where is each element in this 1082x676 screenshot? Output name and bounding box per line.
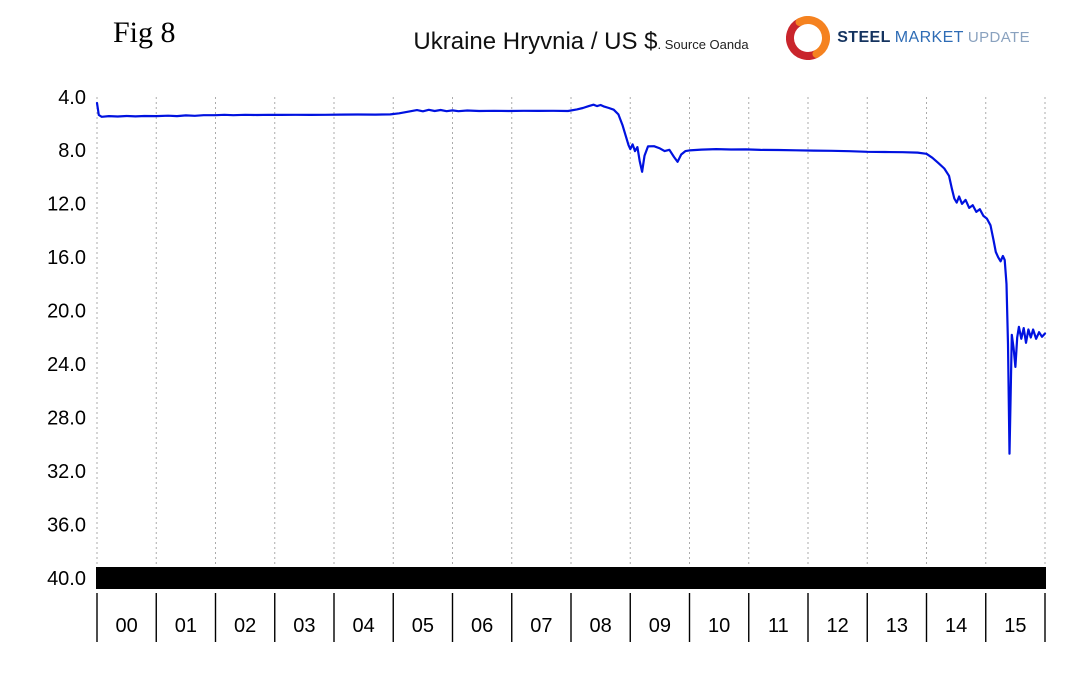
- exchange-rate-series-line: [95, 101, 1047, 455]
- x-axis-year-label: 07: [530, 615, 552, 637]
- x-axis-year-label: 12: [827, 615, 849, 637]
- brand-logo-text: STEEL MARKET UPDATE: [837, 29, 1030, 47]
- x-axis-baseline-bar: [96, 567, 1046, 589]
- logo-word-update: UPDATE: [967, 29, 1030, 46]
- sun-swoosh-icon: [786, 16, 831, 60]
- x-axis-year-label: 06: [471, 615, 493, 637]
- x-axis-year-label: 10: [708, 615, 730, 637]
- y-axis-tick-label: 16.0: [47, 247, 86, 269]
- y-axis-tick-label: 24.0: [47, 354, 86, 376]
- y-axis-tick-label: 32.0: [47, 461, 86, 483]
- logo-word-market: MARKET: [894, 29, 964, 46]
- x-axis-year-label: 04: [353, 615, 375, 637]
- chart-title-block: Ukraine Hryvnia / US $. Source Oanda: [413, 28, 748, 56]
- x-axis-year-label: 11: [768, 615, 789, 637]
- y-axis-tick-label: 4.0: [58, 87, 86, 109]
- x-axis-year-label: 15: [1004, 615, 1026, 637]
- y-axis-tick-label: 8.0: [58, 140, 86, 162]
- chart-title: Ukraine Hryvnia / US $: [413, 28, 658, 55]
- logo-word-steel: STEEL: [837, 29, 891, 46]
- x-axis-year-label: 14: [945, 615, 967, 637]
- brand-logo: STEEL MARKET UPDATE: [786, 16, 1030, 60]
- chart-source-note: . Source Oanda: [657, 37, 749, 52]
- x-axis-year-label: 09: [649, 615, 671, 637]
- y-axis-tick-label: 20.0: [47, 301, 86, 323]
- y-axis-tick-label: 36.0: [47, 514, 86, 536]
- x-axis-year-label: 08: [590, 615, 612, 637]
- y-axis-tick-label: 12.0: [47, 194, 86, 216]
- y-axis-tick-label: 40.0: [47, 568, 86, 590]
- figure-label: Fig 8: [113, 16, 176, 49]
- x-axis-year-label: 00: [116, 615, 138, 637]
- x-axis-year-label: 02: [234, 615, 256, 637]
- x-axis-year-label: 03: [293, 615, 315, 637]
- x-axis-year-label: 13: [886, 615, 908, 637]
- x-axis-year-label: 01: [175, 615, 197, 637]
- x-axis-year-label: 05: [412, 615, 434, 637]
- y-axis-tick-label: 28.0: [47, 407, 86, 429]
